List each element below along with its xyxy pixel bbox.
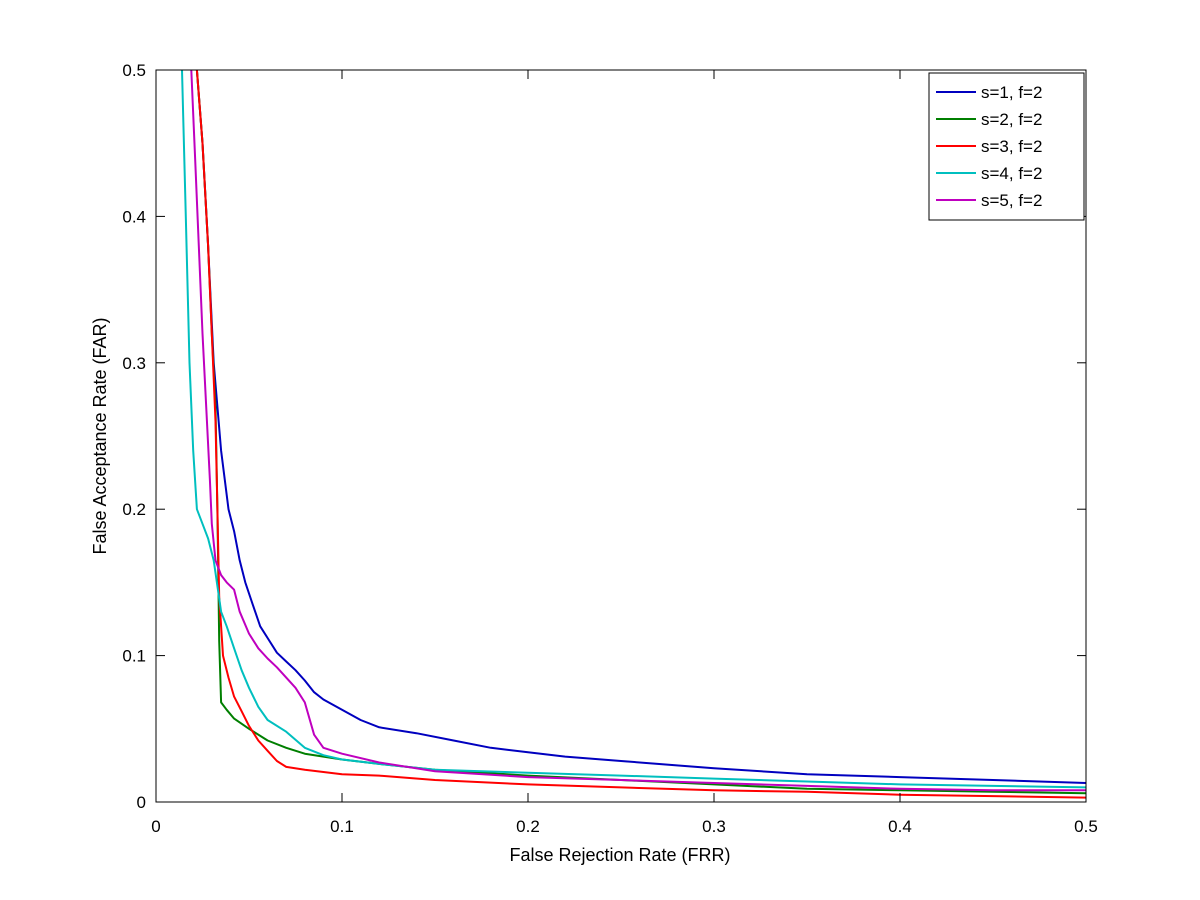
series-line-5 (190, 70, 1086, 792)
series-lines (181, 70, 1086, 799)
y-axis-label: False Acceptance Rate (FAR) (90, 317, 110, 554)
y-tick-label: 0.5 (122, 61, 146, 80)
x-tick-label: 0.3 (702, 817, 726, 836)
legend: s=1, f=2 s=2, f=2 s=3, f=2 s=4, f=2 s=5, f=2 (928, 72, 1085, 221)
y-tick-label: 0.3 (122, 354, 146, 373)
y-tick-label: 0.1 (122, 647, 146, 666)
series-line-1 (195, 70, 1086, 784)
x-tick-label: 0.2 (516, 817, 540, 836)
x-tick-label: 0.5 (1074, 817, 1098, 836)
x-tick-label: 0.1 (330, 817, 354, 836)
y-tick-label: 0 (137, 793, 146, 812)
series-line-4 (181, 70, 1086, 789)
legend-entry-5: s=5, f=2 (981, 191, 1042, 210)
plot-frame (155, 69, 1087, 803)
y-tick-label: 0.4 (122, 207, 146, 226)
y-tick-label: 0.2 (122, 500, 146, 519)
legend-entry-3: s=3, f=2 (981, 137, 1042, 156)
axes: 0 0.1 0.2 0.3 0.4 0.5 0 0.1 0.2 0.3 0.4 0.5 (122, 61, 1097, 836)
legend-entry-4: s=4, f=2 (981, 164, 1042, 183)
x-tick-label: 0 (151, 817, 160, 836)
x-tick-label: 0.4 (888, 817, 912, 836)
series-line-3 (195, 70, 1086, 799)
x-axis-label: False Rejection Rate (FRR) (509, 845, 730, 865)
legend-entry-2: s=2, f=2 (981, 110, 1042, 129)
legend-entry-1: s=1, f=2 (981, 83, 1042, 102)
